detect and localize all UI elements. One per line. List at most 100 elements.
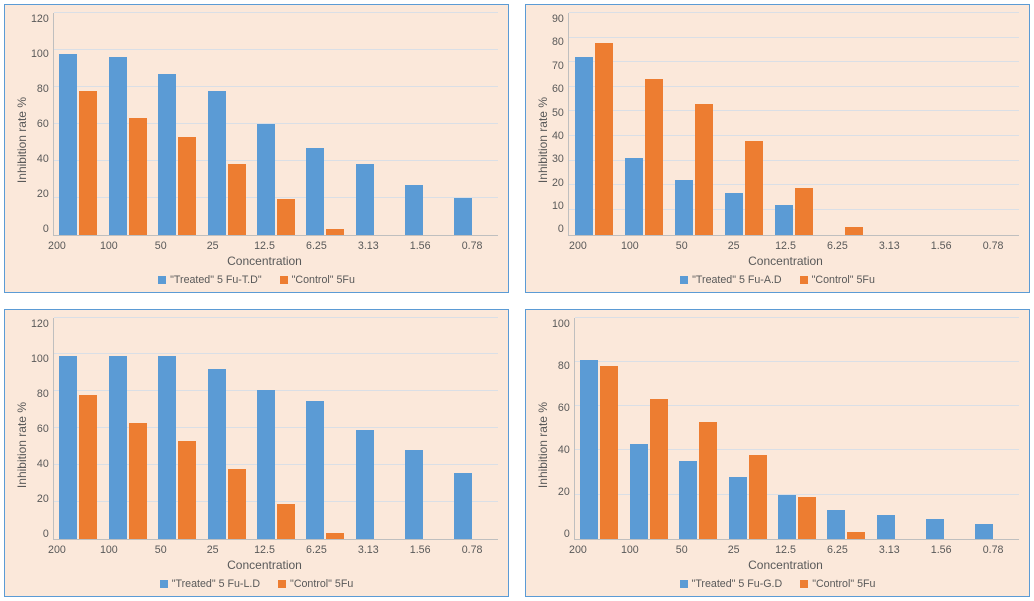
y-tick: 50 bbox=[552, 107, 564, 119]
bar-treated bbox=[580, 360, 598, 539]
x-axis-ticks: 200100502512.56.253.131.560.78 bbox=[31, 240, 498, 252]
plot-area bbox=[53, 13, 498, 236]
bar-treated bbox=[356, 430, 374, 539]
plot-area bbox=[574, 318, 1019, 541]
x-tick: 200 bbox=[552, 544, 604, 556]
bar-treated bbox=[158, 74, 176, 235]
chart-area: Inhibition rate %12010080604020020010050… bbox=[15, 13, 498, 268]
x-tick: 0.78 bbox=[446, 240, 498, 252]
plot-area bbox=[53, 318, 498, 541]
legend-label-treated: "Treated" 5 Fu-G.D bbox=[692, 578, 783, 590]
bar-treated bbox=[405, 450, 423, 539]
bar-group bbox=[103, 13, 152, 235]
y-tick: 40 bbox=[37, 458, 49, 470]
plot-column: 120100806040200200100502512.56.253.131.5… bbox=[31, 13, 498, 268]
x-tick: 1.56 bbox=[394, 544, 446, 556]
legend-swatch-treated bbox=[680, 580, 688, 588]
bar-group bbox=[251, 13, 300, 235]
bar-treated bbox=[975, 524, 993, 540]
bar-group bbox=[871, 318, 920, 540]
bar-treated bbox=[630, 444, 648, 539]
y-tick: 80 bbox=[558, 360, 570, 372]
bar-group bbox=[449, 13, 498, 235]
bar-control bbox=[650, 399, 668, 539]
bar-group bbox=[301, 318, 350, 540]
bar-control bbox=[277, 504, 295, 539]
x-tick: 12.5 bbox=[239, 240, 291, 252]
x-axis-ticks: 200100502512.56.253.131.560.78 bbox=[31, 544, 498, 556]
y-tick: 80 bbox=[37, 388, 49, 400]
bar-control bbox=[129, 423, 147, 539]
bar-control bbox=[798, 497, 816, 539]
y-tick: 10 bbox=[552, 200, 564, 212]
yaxis-and-plot: 9080706050403020100 bbox=[552, 13, 1019, 236]
legend-swatch-control bbox=[278, 580, 286, 588]
bar-group bbox=[819, 13, 869, 235]
bar-treated bbox=[679, 461, 697, 539]
bar-group bbox=[674, 318, 723, 540]
bar-treated bbox=[675, 180, 693, 234]
x-tick: 25 bbox=[187, 544, 239, 556]
x-axis-label: Concentration bbox=[552, 254, 1019, 268]
x-tick: 0.78 bbox=[967, 544, 1019, 556]
bar-treated bbox=[257, 390, 275, 540]
x-tick: 200 bbox=[31, 544, 83, 556]
y-axis-ticks: 120100806040200 bbox=[31, 13, 53, 236]
bar-treated bbox=[625, 158, 643, 234]
x-tick: 100 bbox=[83, 544, 135, 556]
legend-swatch-treated bbox=[680, 276, 688, 284]
x-tick: 50 bbox=[656, 544, 708, 556]
x-axis-label: Concentration bbox=[31, 558, 498, 572]
x-tick: 3.13 bbox=[342, 240, 394, 252]
bar-control bbox=[277, 199, 295, 234]
x-axis-label: Concentration bbox=[552, 558, 1019, 572]
bar-treated bbox=[725, 193, 743, 235]
x-tick: 12.5 bbox=[760, 544, 812, 556]
bar-group bbox=[449, 318, 498, 540]
bar-groups bbox=[575, 318, 1019, 540]
x-axis-label: Concentration bbox=[31, 254, 498, 268]
legend-item-treated: "Treated" 5 Fu-T.D" bbox=[158, 274, 262, 286]
bar-group bbox=[399, 13, 448, 235]
bar-control bbox=[228, 164, 246, 234]
y-tick: 30 bbox=[552, 153, 564, 165]
bar-group bbox=[350, 13, 399, 235]
bar-treated bbox=[778, 495, 796, 539]
legend-swatch-control bbox=[800, 276, 808, 284]
bar-group bbox=[575, 318, 624, 540]
x-tick: 3.13 bbox=[863, 544, 915, 556]
bar-control bbox=[749, 455, 767, 539]
bar-treated bbox=[405, 185, 423, 235]
y-tick: 100 bbox=[552, 318, 570, 330]
x-tick: 25 bbox=[708, 240, 760, 252]
legend: "Treated" 5 Fu-A.D"Control" 5Fu bbox=[536, 274, 1019, 286]
bar-treated bbox=[59, 54, 77, 235]
y-tick: 60 bbox=[37, 118, 49, 130]
plot-column: 120100806040200200100502512.56.253.131.5… bbox=[31, 318, 498, 573]
y-tick: 100 bbox=[31, 48, 49, 60]
plot-column: 100806040200200100502512.56.253.131.560.… bbox=[552, 318, 1019, 573]
bar-control bbox=[695, 104, 713, 234]
y-tick: 90 bbox=[552, 13, 564, 25]
chart-grid: Inhibition rate %12010080604020020010050… bbox=[0, 0, 1034, 601]
x-tick: 6.25 bbox=[290, 544, 342, 556]
y-tick: 80 bbox=[37, 83, 49, 95]
bar-treated bbox=[356, 164, 374, 234]
bar-group bbox=[822, 318, 871, 540]
legend-swatch-control bbox=[280, 276, 288, 284]
chart-panel-td: Inhibition rate %12010080604020020010050… bbox=[4, 4, 509, 293]
chart-panel-gd: Inhibition rate %10080604020020010050251… bbox=[525, 309, 1030, 598]
bar-group bbox=[969, 13, 1019, 235]
x-tick: 100 bbox=[604, 544, 656, 556]
bar-group bbox=[619, 13, 669, 235]
bar-control bbox=[178, 137, 196, 235]
y-axis-label: Inhibition rate % bbox=[15, 97, 29, 183]
bar-treated bbox=[454, 198, 472, 235]
x-axis-ticks: 200100502512.56.253.131.560.78 bbox=[552, 240, 1019, 252]
bar-treated bbox=[775, 205, 793, 235]
legend: "Treated" 5 Fu-T.D""Control" 5Fu bbox=[15, 274, 498, 286]
x-tick: 200 bbox=[552, 240, 604, 252]
y-tick: 100 bbox=[31, 353, 49, 365]
bar-treated bbox=[59, 356, 77, 539]
x-tick: 1.56 bbox=[915, 240, 967, 252]
